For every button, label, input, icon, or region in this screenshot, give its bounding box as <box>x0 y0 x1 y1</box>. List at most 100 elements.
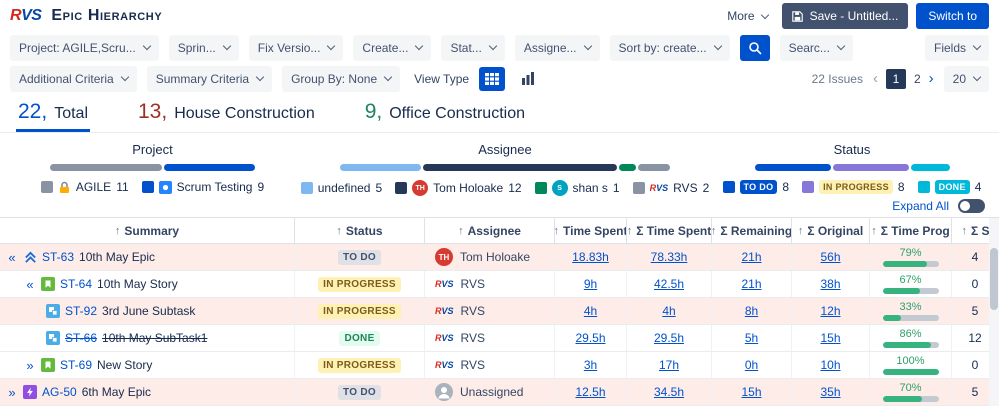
project-bar <box>50 164 255 171</box>
sum-remaining-link[interactable]: 8h <box>744 304 759 318</box>
logo-r: R <box>435 333 442 343</box>
chevron-down-icon <box>120 72 129 82</box>
col-time-spent[interactable]: ↑ Time Spent <box>555 218 627 243</box>
time-spent-link[interactable]: 4h <box>583 304 598 318</box>
issue-key-link[interactable]: ST-69 <box>60 358 93 372</box>
progress-bar <box>882 260 939 267</box>
view-type-chart-button[interactable] <box>515 67 541 91</box>
logo-vs: VS <box>441 360 454 370</box>
filter-fix-version[interactable]: Fix Versio... <box>248 34 344 61</box>
col-assignee[interactable]: ↑ Assignee <box>425 218 555 243</box>
grid-icon <box>485 72 500 85</box>
save-button[interactable]: Save - Untitled... <box>781 3 909 29</box>
col-status[interactable]: ↑ Status <box>295 218 425 243</box>
sum-time-spent-link[interactable]: 4h <box>662 304 676 318</box>
scrollbar-thumb[interactable] <box>990 248 998 310</box>
table-header: ↑Summary ↑Status ↑Assignee ↑Time Spent ↑… <box>0 218 999 244</box>
time-spent-link[interactable]: 18.83h <box>572 250 609 264</box>
filter-status[interactable]: Stat... <box>441 34 505 61</box>
filter-sort-by[interactable]: Sort by: create... <box>609 34 730 61</box>
time-spent-link[interactable]: 9h <box>583 277 598 291</box>
sum-time-spent-link[interactable]: 34.5h <box>653 385 685 399</box>
vertical-scrollbar[interactable] <box>989 218 999 406</box>
more-button[interactable]: More <box>721 5 773 27</box>
time-spent-link[interactable]: 29.5h <box>575 331 606 345</box>
sum-original-link[interactable]: 15h <box>820 331 841 345</box>
filter-sprint[interactable]: Sprin... <box>168 34 239 61</box>
rvs-logo: RVS <box>650 183 669 193</box>
switch-to-button[interactable]: Switch to <box>916 3 989 29</box>
sum-time-spent-link[interactable]: 78.33h <box>650 250 688 264</box>
sum-time-spent-link[interactable]: 17h <box>658 358 680 372</box>
legend-item-scrum-testing: Scrum Testing 9 <box>141 180 264 194</box>
col-sum-s[interactable]: ↑ Σ S <box>952 218 999 243</box>
search-button[interactable] <box>739 34 770 61</box>
issue-key-link[interactable]: ST-63 <box>42 250 75 264</box>
project-chart: Project AGILE 11 Scrum Testing 9 <box>0 142 305 196</box>
tab-house-construction[interactable]: 13, House Construction <box>136 100 317 132</box>
page-1-button[interactable]: 1 <box>885 68 906 89</box>
summary-criteria-dropdown[interactable]: Summary Criteria <box>146 65 273 92</box>
filter-created[interactable]: Create... <box>353 34 432 61</box>
col-summary[interactable]: ↑ Summary <box>0 218 295 243</box>
filter-project[interactable]: Project: AGILE,Scru... <box>10 34 159 61</box>
assignee-cell: RVS RVS <box>425 298 555 324</box>
additional-criteria-dropdown[interactable]: Additional Criteria <box>10 65 137 92</box>
filter-saved-search-label: Searc... <box>788 40 830 55</box>
sum-remaining-link[interactable]: 21h <box>741 277 762 291</box>
summary-cell: ST-92 3rd June Subtask <box>0 298 295 324</box>
time-spent-link[interactable]: 12.5h <box>575 385 606 399</box>
issue-key-link[interactable]: ST-66 <box>65 331 98 345</box>
sum-remaining-link[interactable]: 21h <box>741 250 762 264</box>
issue-summary: 6th May Epic <box>81 385 152 399</box>
col-sum-remaining[interactable]: ↑ Σ Remaining <box>712 218 792 243</box>
status-chart: Status TO DO 8 IN PROGRESS 8 <box>705 142 999 196</box>
collapse-toggle[interactable]: « <box>8 249 16 265</box>
collapse-toggle[interactable]: » <box>26 357 34 373</box>
fields-dropdown[interactable]: Fields <box>924 34 989 61</box>
collapse-toggle[interactable]: » <box>8 384 16 400</box>
avatar: TH <box>435 248 453 266</box>
expand-all-toggle[interactable] <box>958 199 985 213</box>
col-sum-time-spent[interactable]: ↑ Σ Time Spent <box>627 218 712 243</box>
filter-assignee[interactable]: Assigne... <box>514 34 600 61</box>
prev-page-icon[interactable]: ‹ <box>872 70 878 87</box>
sum-original-link[interactable]: 56h <box>820 250 841 264</box>
issue-summary: 10th May Story <box>97 277 178 291</box>
legend-count: 8 <box>782 180 790 194</box>
sum-original-link[interactable]: 38h <box>820 277 841 291</box>
collapse-toggle[interactable]: « <box>26 276 34 292</box>
progress-bar <box>882 341 939 348</box>
page-title: Epic Hierarchy <box>51 7 163 24</box>
issue-key-link[interactable]: AG-50 <box>42 385 77 399</box>
legend-item-todo: TO DO 8 <box>722 180 790 194</box>
sum-original-link[interactable]: 10h <box>820 358 841 372</box>
sum-remaining-link[interactable]: 15h <box>741 385 762 399</box>
col-label: Σ Time Spent <box>636 223 712 238</box>
col-sum-time-prog[interactable]: ↑ Σ Time Prog <box>870 218 952 243</box>
issue-key-link[interactable]: ST-64 <box>60 277 93 291</box>
sum-time-spent-link[interactable]: 29.5h <box>653 331 685 345</box>
page-2-button[interactable]: 2 <box>913 71 921 86</box>
group-by-dropdown[interactable]: Group By: None <box>282 65 401 92</box>
col-sum-original[interactable]: ↑ Σ Original <box>792 218 870 243</box>
progress-label: 33% <box>899 300 922 313</box>
sum-remaining-link[interactable]: 0h <box>744 358 759 372</box>
issue-key-link[interactable]: ST-92 <box>65 304 98 318</box>
time-spent-link[interactable]: 3h <box>583 358 598 372</box>
status-badge: TO DO <box>338 384 381 400</box>
view-type-grid-button[interactable] <box>479 66 506 91</box>
expand-all-link[interactable]: Expand All <box>892 199 949 213</box>
assignee-bar <box>340 164 671 171</box>
filter-saved-search[interactable]: Searc... <box>779 34 853 61</box>
sum-remaining-link[interactable]: 5h <box>744 331 759 345</box>
tab-office-construction[interactable]: 9, Office Construction <box>363 100 527 132</box>
tab-total[interactable]: 22, Total <box>16 100 90 132</box>
sum-original-link[interactable]: 35h <box>820 385 841 399</box>
sum-original-link[interactable]: 12h <box>820 304 841 318</box>
next-page-icon[interactable]: › <box>928 70 934 87</box>
summary-tabs: 22, Total 13, House Construction 9, Offi… <box>0 92 999 133</box>
sum-time-spent-link[interactable]: 42.5h <box>653 277 685 291</box>
page-size-dropdown[interactable]: 20 <box>943 65 989 92</box>
story-icon <box>41 277 55 291</box>
